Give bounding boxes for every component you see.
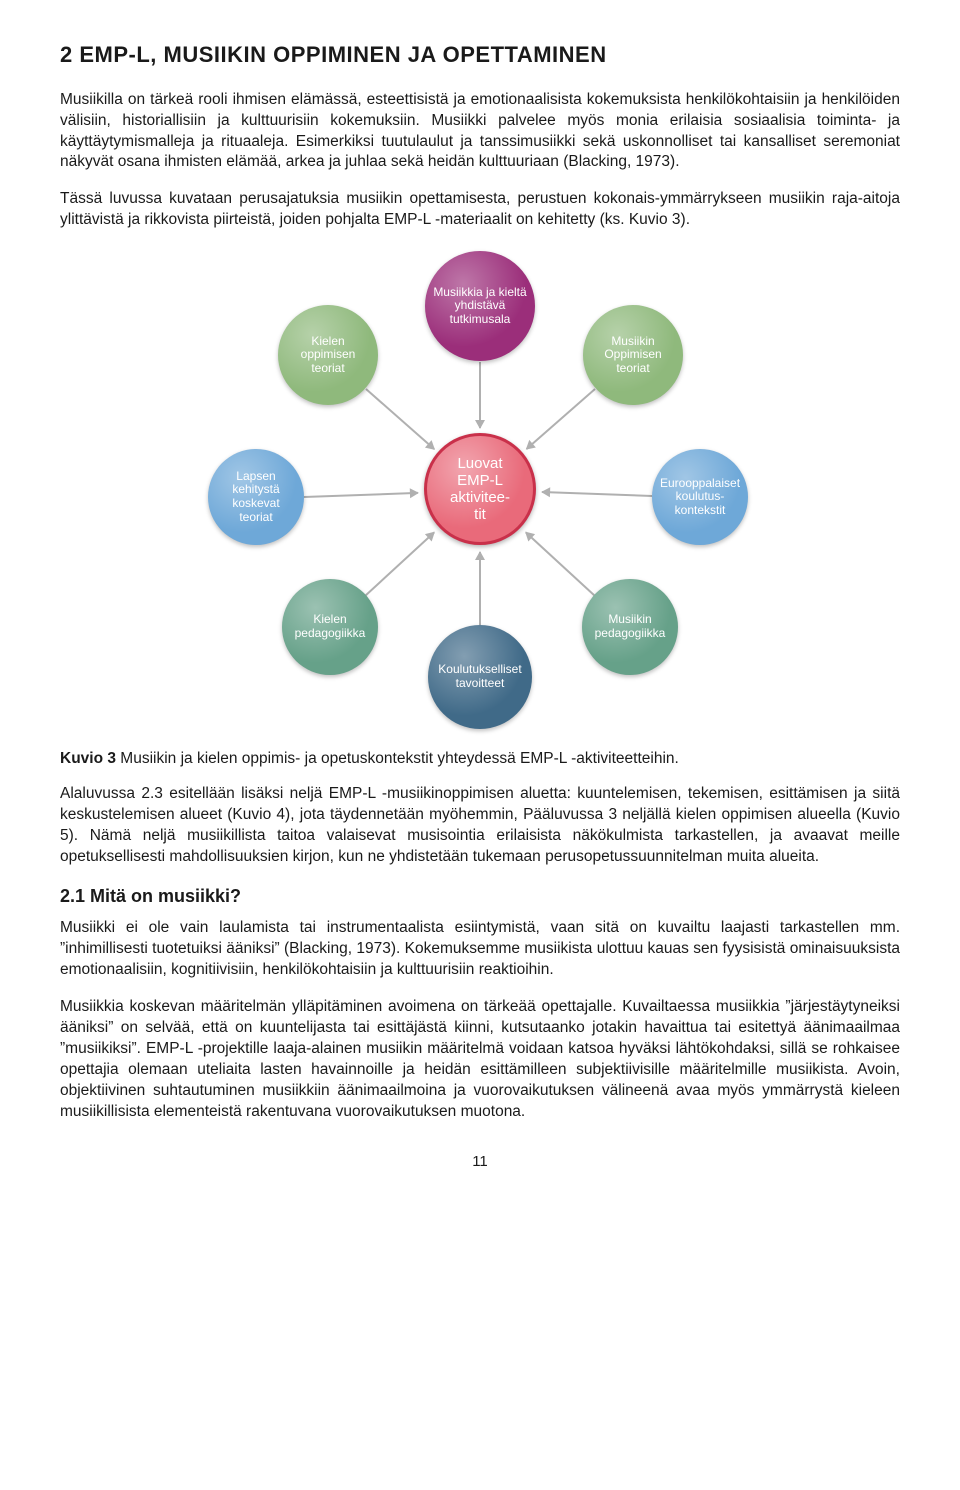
diagram-arrow [365, 389, 434, 450]
diagram-node: Musiikkia ja kieltä yhdistävä tutkimusal… [425, 251, 535, 361]
diagram-arrow [526, 388, 596, 450]
paragraph-1: Musiikilla on tärkeä rooli ihmisen elämä… [60, 90, 900, 174]
diagram-node: Koulutukselliset tavoitteet [428, 625, 532, 729]
diagram-node: Musiikin pedagogiikka [582, 579, 678, 675]
concept-diagram: Musiikkia ja kieltä yhdistävä tutkimusal… [200, 249, 760, 729]
page-title: 2 EMP-L, MUSIIKIN OPPIMINEN JA OPETTAMIN… [60, 40, 900, 70]
paragraph-2: Tässä luvussa kuvataan perusajatuksia mu… [60, 189, 900, 231]
subheading-2-1: 2.1 Mitä on musiikki? [60, 884, 900, 908]
diagram-arrow [542, 491, 652, 497]
diagram-arrow [479, 552, 481, 626]
diagram-node: Musiikin Oppimisen teoriat [583, 305, 683, 405]
paragraph-5: Musiikkia koskevan määritelmän ylläpitäm… [60, 997, 900, 1123]
page-number: 11 [60, 1152, 900, 1172]
diagram-node: Kielen oppimisen teoriat [278, 305, 378, 405]
figure-caption: Kuvio 3 Musiikin ja kielen oppimis- ja o… [60, 749, 900, 770]
diagram-arrow [525, 531, 595, 596]
diagram-arrow [479, 362, 481, 428]
diagram-node: Kielen pedagogiikka [282, 579, 378, 675]
figure-label: Kuvio 3 [60, 750, 116, 767]
diagram-node: Eurooppalaiset koulutus- kontekstit [652, 449, 748, 545]
diagram-center-node: Luovat EMP-L aktivitee- tit [424, 433, 536, 545]
diagram-arrow [304, 491, 418, 497]
paragraph-4: Musiikki ei ole vain laulamista tai inst… [60, 918, 900, 981]
paragraph-3: Alaluvussa 2.3 esitellään lisäksi neljä … [60, 784, 900, 868]
diagram-arrow [365, 531, 435, 596]
figure-caption-text: Musiikin ja kielen oppimis- ja opetuskon… [116, 750, 679, 767]
diagram-node: Lapsen kehitystä koskevat teoriat [208, 449, 304, 545]
